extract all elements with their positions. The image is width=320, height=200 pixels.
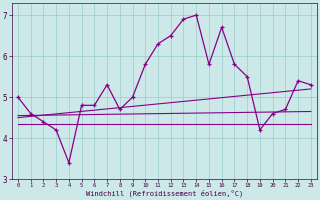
X-axis label: Windchill (Refroidissement éolien,°C): Windchill (Refroidissement éolien,°C) — [86, 190, 243, 197]
